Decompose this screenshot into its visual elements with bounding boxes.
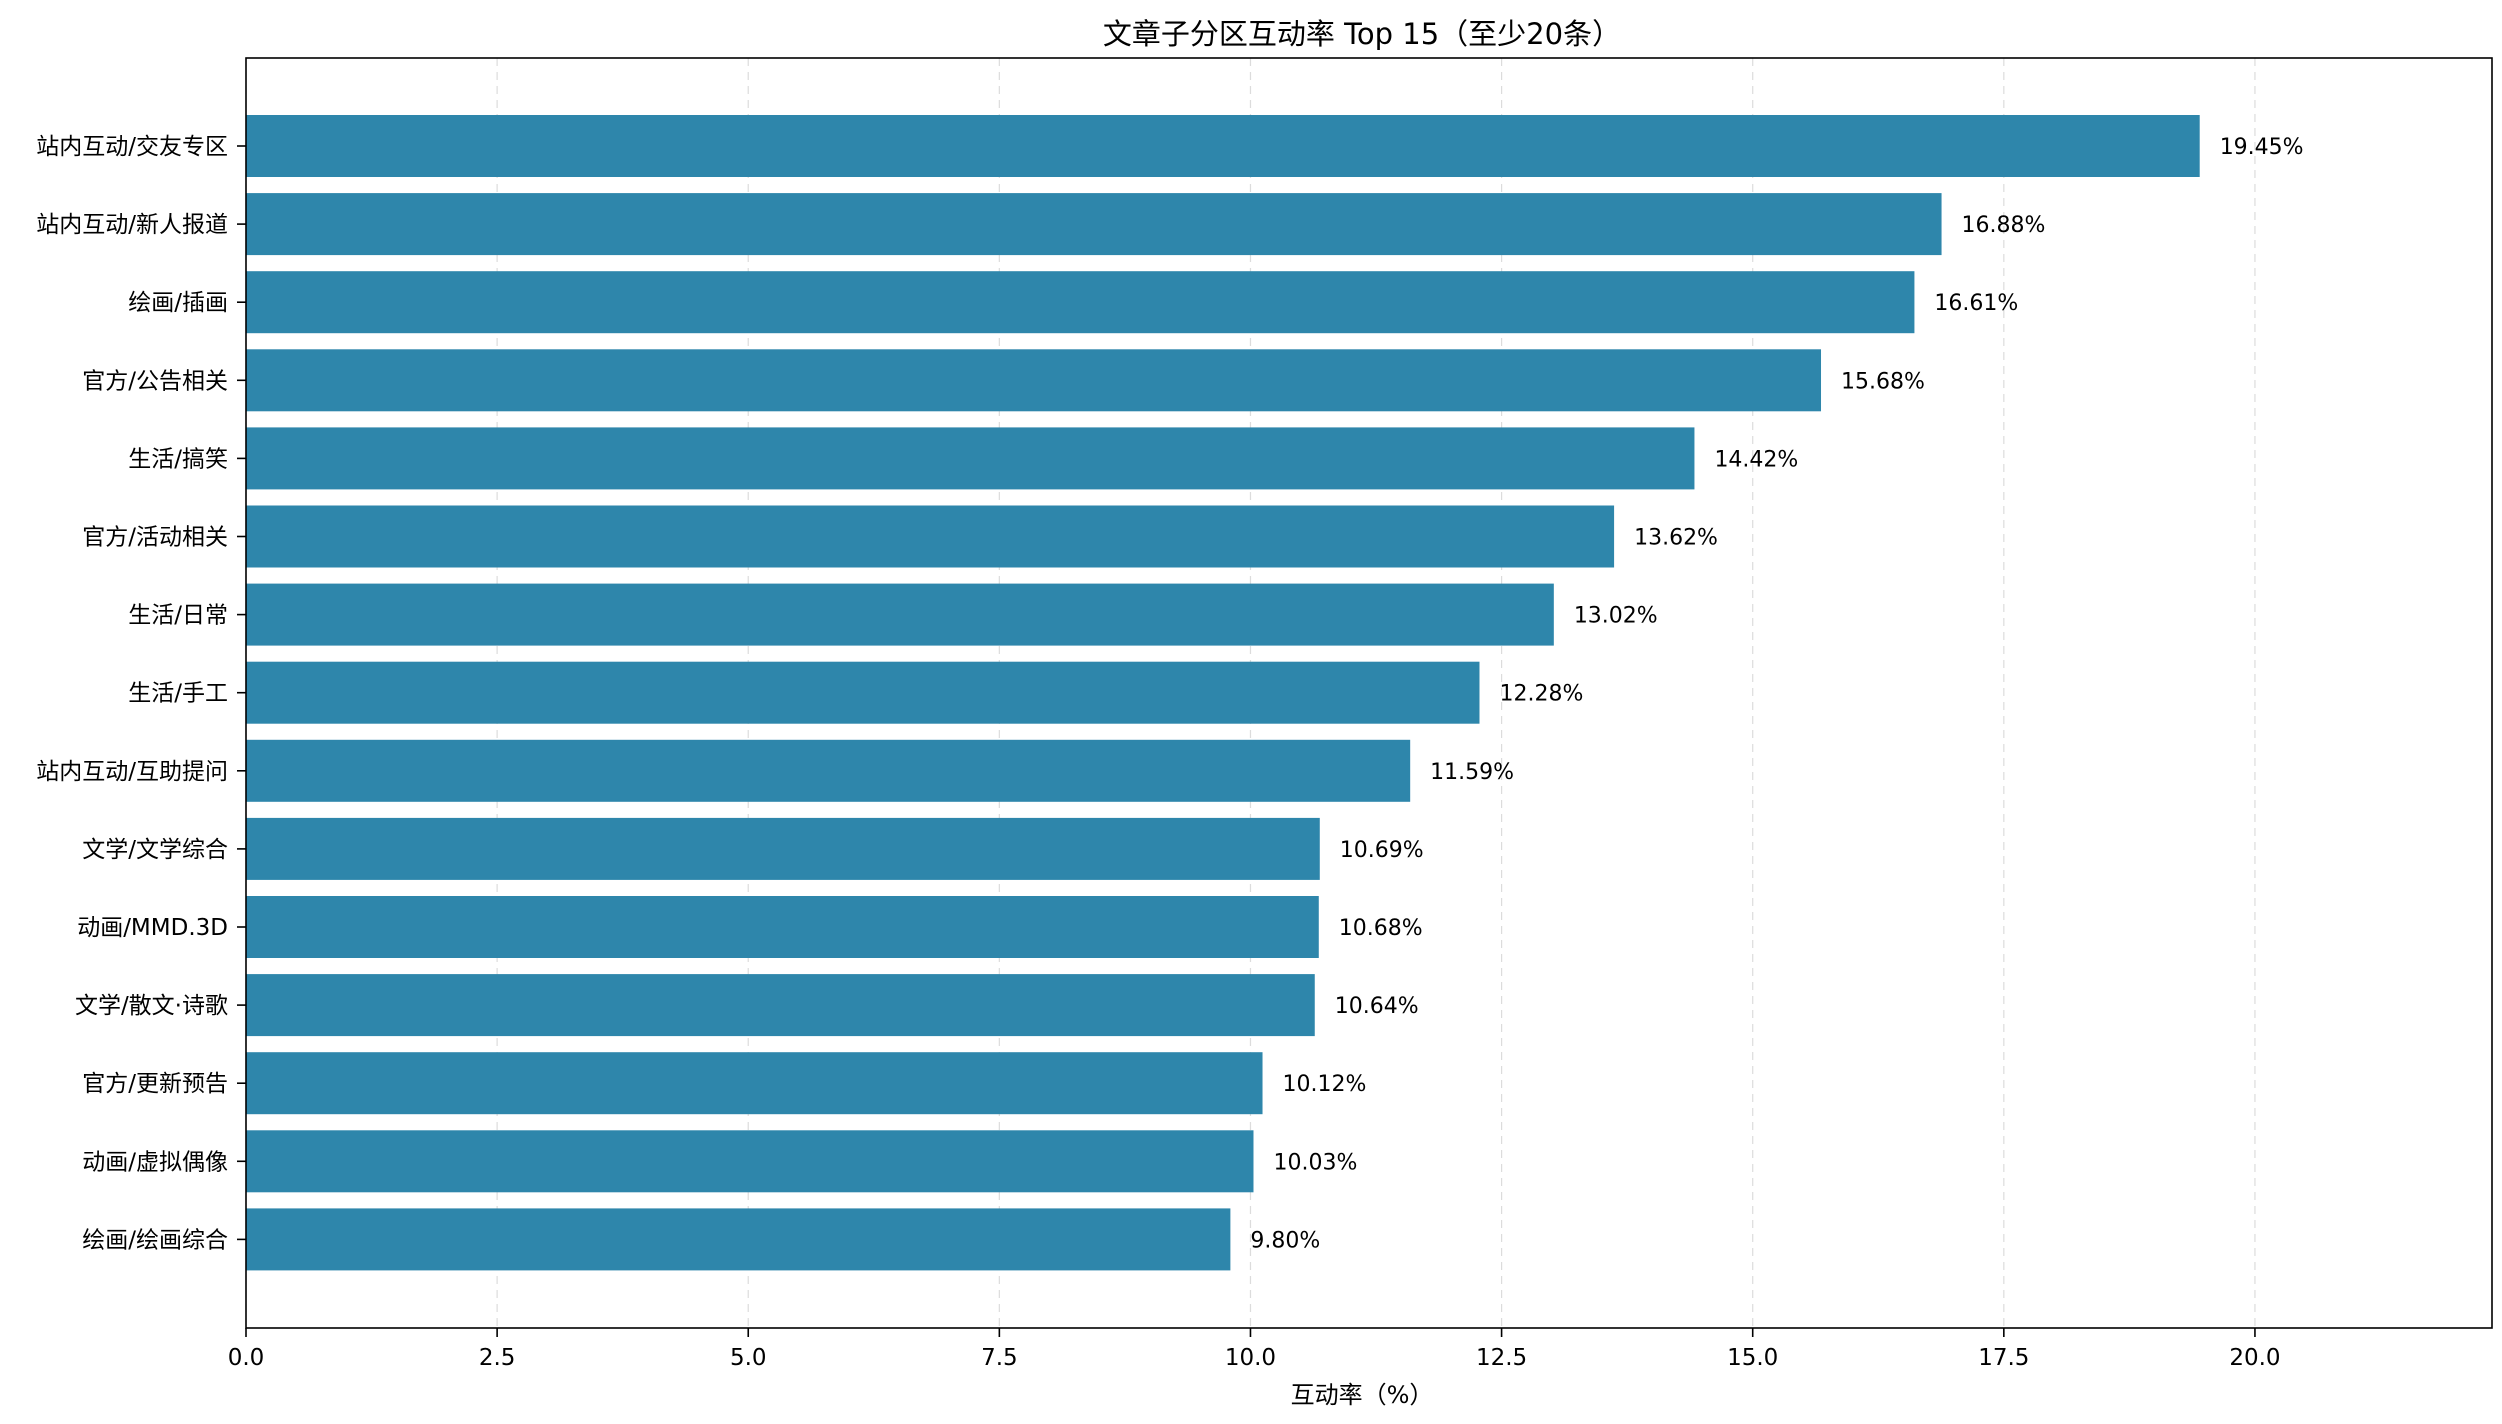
bars <box>246 115 2200 1271</box>
y-tick-label: 站内互动/新人报道 <box>36 212 228 238</box>
x-tick-label: 20.0 <box>2229 1345 2280 1371</box>
y-tick-label: 文学/文学综合 <box>82 837 228 863</box>
y-tick-label: 绘画/绘画综合 <box>82 1227 228 1253</box>
y-axis-labels: 站内互动/交友专区站内互动/新人报道绘画/插画官方/公告相关生活/搞笑官方/活动… <box>36 134 246 1253</box>
y-tick-label: 绘画/插画 <box>128 290 228 316</box>
bar <box>246 115 2200 177</box>
x-tick-label: 7.5 <box>981 1345 1018 1371</box>
bar-value-label: 13.62% <box>1634 526 1718 551</box>
y-tick-label: 动画/MMD.3D <box>77 915 228 941</box>
bar <box>246 1130 1254 1193</box>
x-tick-label: 5.0 <box>730 1345 767 1371</box>
bar-value-label: 10.68% <box>1339 916 1423 941</box>
y-tick-label: 官方/活动相关 <box>82 525 228 551</box>
x-tick-label: 0.0 <box>228 1345 265 1371</box>
bar <box>246 1052 1263 1115</box>
bar <box>246 427 1695 490</box>
y-tick-label: 站内互动/互助提问 <box>36 759 228 785</box>
bar-value-label: 13.02% <box>1574 604 1658 629</box>
bar <box>246 896 1319 958</box>
x-tick-label: 17.5 <box>1978 1345 2029 1371</box>
y-tick-label: 生活/手工 <box>128 681 228 707</box>
data-labels: 19.45% 16.88% 16.61% 15.68% 14.42% 13.62% 13.0… <box>1250 135 2303 1253</box>
bar-value-label: 16.88% <box>1962 213 2046 238</box>
y-tick-label: 文学/散文·诗歌 <box>75 993 228 1019</box>
bar <box>246 505 1615 568</box>
x-tick-label: 12.5 <box>1476 1345 1527 1371</box>
bar-value-label: 10.12% <box>1283 1072 1367 1097</box>
bar-value-label: 10.64% <box>1335 994 1419 1019</box>
bar-value-label: 12.28% <box>1499 682 1583 707</box>
y-tick-label: 动画/虚拟偶像 <box>82 1149 228 1175</box>
bar <box>246 583 1554 646</box>
y-tick-label: 官方/更新预告 <box>82 1071 228 1097</box>
bar-value-label: 16.61% <box>1934 291 2018 316</box>
bar <box>246 193 1942 256</box>
x-axis-ticks: 0.0 2.5 5.0 7.5 10.0 12.5 15.0 17.5 20.0 <box>228 1328 2281 1371</box>
bar <box>246 661 1480 724</box>
bar-value-label: 10.03% <box>1273 1150 1357 1175</box>
x-tick-label: 15.0 <box>1727 1345 1778 1371</box>
x-tick-label: 2.5 <box>479 1345 516 1371</box>
y-tick-label: 生活/搞笑 <box>128 446 228 472</box>
bar-value-label: 9.80% <box>1250 1228 1320 1253</box>
plot-area-frame <box>245 57 2493 1329</box>
bar-value-label: 11.59% <box>1430 760 1514 785</box>
bar-value-label: 14.42% <box>1714 447 1798 472</box>
bar <box>246 349 1822 412</box>
y-tick-label: 站内互动/交友专区 <box>36 134 228 160</box>
bar <box>246 739 1411 802</box>
bar <box>246 817 1320 880</box>
bar-value-label: 19.45% <box>2220 135 2304 160</box>
y-tick-label: 生活/日常 <box>128 603 228 629</box>
x-axis-label: 互动率（%） <box>1291 1381 1434 1409</box>
y-tick-label: 官方/公告相关 <box>82 368 228 394</box>
x-tick-label: 10.0 <box>1225 1345 1276 1371</box>
bar <box>246 271 1915 334</box>
bar <box>246 1208 1231 1271</box>
bar-value-label: 10.69% <box>1340 838 1424 863</box>
bar-value-label: 15.68% <box>1841 369 1925 394</box>
bar <box>246 974 1315 1037</box>
chart-title: 文章子分区互动率 Top 15（至少20条） <box>1103 17 1621 51</box>
